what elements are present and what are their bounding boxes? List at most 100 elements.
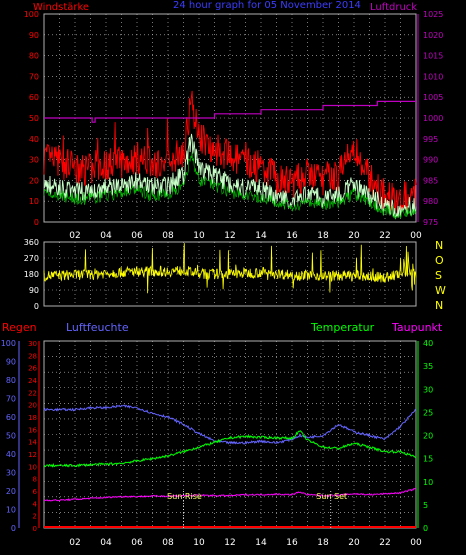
sun-marker-label: Sun Set bbox=[316, 492, 347, 501]
wind-series bbox=[43, 90, 417, 220]
x-tick-label: 06 bbox=[131, 231, 143, 241]
climate-series bbox=[43, 404, 417, 528]
temperature-tick-label: 10 bbox=[423, 478, 433, 487]
temperature-line bbox=[43, 430, 417, 468]
rain-tick-label: 22 bbox=[28, 389, 37, 397]
pressure-axis-title: Luftdruck bbox=[370, 2, 417, 13]
x-tick-label: 16 bbox=[286, 538, 298, 548]
rain-tick-label: 24 bbox=[28, 377, 37, 385]
sun-annotations: Sun Rise Sun Set bbox=[167, 491, 347, 528]
wind-tick-label: 80 bbox=[29, 52, 39, 61]
legend-rain: Regen bbox=[2, 321, 37, 334]
x-tick-label: 02 bbox=[69, 231, 80, 241]
x-tick-label: 04 bbox=[100, 231, 112, 241]
sun-marker-label: Sun Rise bbox=[167, 492, 202, 501]
temperature-tick-label: 5 bbox=[423, 501, 428, 510]
wind-gust-line bbox=[43, 90, 417, 217]
x-tick-label: 22 bbox=[379, 538, 390, 548]
x-tick-label: 08 bbox=[162, 231, 174, 241]
humidity-tick-label: 50 bbox=[6, 432, 16, 441]
humidity-tick-label: 60 bbox=[6, 413, 16, 422]
pressure-tick-label: 975 bbox=[423, 218, 438, 227]
wind-direction-line bbox=[43, 243, 417, 294]
pressure-tick-label: 985 bbox=[423, 176, 438, 185]
climate-time-axis: 02 04 06 08 10 12 14 16 18 20 22 00 bbox=[69, 538, 422, 548]
legend-temperature: Temperatur bbox=[310, 321, 375, 334]
wind-average-trace bbox=[43, 152, 417, 220]
x-tick-label: 08 bbox=[162, 538, 174, 548]
pressure-tick-label: 1000 bbox=[423, 114, 443, 123]
wind-tick-label: 20 bbox=[29, 176, 39, 185]
compass-label: N bbox=[435, 299, 443, 312]
wind-tick-label: 70 bbox=[29, 72, 39, 81]
x-tick-label: 20 bbox=[348, 538, 360, 548]
wind-tick-label: 0 bbox=[34, 218, 39, 227]
humidity-tick-label: 100 bbox=[1, 339, 16, 348]
wind-time-axis: 02 04 06 08 10 12 14 16 18 20 22 00 bbox=[69, 231, 422, 241]
temperature-axis: 0 5 10 15 20 25 30 35 40 bbox=[417, 339, 433, 533]
compass-label: N bbox=[435, 239, 443, 252]
rain-tick-label: 28 bbox=[28, 352, 37, 360]
humidity-line bbox=[43, 404, 417, 445]
humidity-axis: 0 10 20 30 40 50 60 70 80 90 100 bbox=[1, 339, 20, 533]
rain-tick-label: 30 bbox=[28, 340, 37, 348]
rain-tick-label: 10 bbox=[28, 463, 37, 471]
pressure-tick-label: 1025 bbox=[423, 10, 443, 19]
temperature-tick-label: 20 bbox=[423, 432, 433, 441]
temperature-tick-label: 15 bbox=[423, 455, 433, 464]
humidity-tick-label: 20 bbox=[6, 487, 16, 496]
wind-tick-label: 90 bbox=[29, 31, 39, 40]
x-tick-label: 14 bbox=[255, 231, 267, 241]
x-tick-label: 00 bbox=[410, 231, 422, 241]
rain-tick-label: 8 bbox=[33, 476, 37, 484]
pressure-tick-label: 1020 bbox=[423, 31, 443, 40]
pressure-axis: 975 980 985 990 995 1000 1005 1010 1015 1020 1025 bbox=[417, 10, 443, 227]
pressure-tick-label: 980 bbox=[423, 197, 438, 206]
temperature-tick-label: 0 bbox=[423, 524, 428, 533]
x-tick-label: 06 bbox=[131, 538, 143, 548]
humidity-tick-label: 40 bbox=[6, 450, 16, 459]
direction-tick-label: 270 bbox=[24, 254, 39, 263]
wind-tick-label: 30 bbox=[29, 156, 39, 165]
direction-tick-label: 90 bbox=[29, 286, 39, 295]
temperature-tick-label: 35 bbox=[423, 362, 433, 371]
direction-axis: 0 90 180 270 360 bbox=[24, 238, 39, 311]
pressure-line bbox=[44, 100, 416, 123]
compass-label: O bbox=[435, 254, 444, 267]
compass-label: S bbox=[435, 269, 442, 282]
rain-tick-label: 4 bbox=[33, 500, 38, 508]
wind-tick-label: 40 bbox=[29, 135, 39, 144]
compass-label: W bbox=[435, 284, 446, 297]
humidity-tick-label: 90 bbox=[6, 358, 16, 367]
wind-axis-title: Windstärke bbox=[33, 2, 89, 13]
wind-tick-label: 50 bbox=[29, 114, 39, 123]
x-tick-label: 12 bbox=[224, 231, 235, 241]
pressure-tick-label: 1015 bbox=[423, 52, 443, 61]
x-tick-label: 18 bbox=[317, 538, 329, 548]
humidity-tick-label: 10 bbox=[6, 506, 16, 515]
pressure-tick-label: 1005 bbox=[423, 93, 443, 102]
pressure-tick-label: 1010 bbox=[423, 72, 443, 81]
rain-tick-label: 2 bbox=[33, 513, 37, 521]
humidity-tick-label: 70 bbox=[6, 395, 16, 404]
rain-tick-label: 14 bbox=[28, 439, 37, 447]
humidity-tick-label: 80 bbox=[6, 376, 16, 385]
x-tick-label: 10 bbox=[193, 231, 205, 241]
rain-tick-label: 0 bbox=[33, 525, 37, 533]
temperature-tick-label: 40 bbox=[423, 339, 433, 348]
x-tick-label: 20 bbox=[348, 231, 360, 241]
x-tick-label: 22 bbox=[379, 231, 390, 241]
rain-tick-label: 16 bbox=[28, 426, 37, 434]
legend-humidity: Luftfeuchte bbox=[66, 321, 129, 334]
x-tick-label: 00 bbox=[410, 538, 422, 548]
humidity-tick-label: 30 bbox=[6, 469, 16, 478]
wind-axis: 0 10 20 30 40 50 60 70 80 90 100 bbox=[24, 10, 39, 227]
x-tick-label: 18 bbox=[317, 231, 329, 241]
x-tick-label: 02 bbox=[69, 538, 80, 548]
wind-tick-label: 100 bbox=[24, 10, 39, 19]
rain-tick-label: 12 bbox=[28, 451, 37, 459]
